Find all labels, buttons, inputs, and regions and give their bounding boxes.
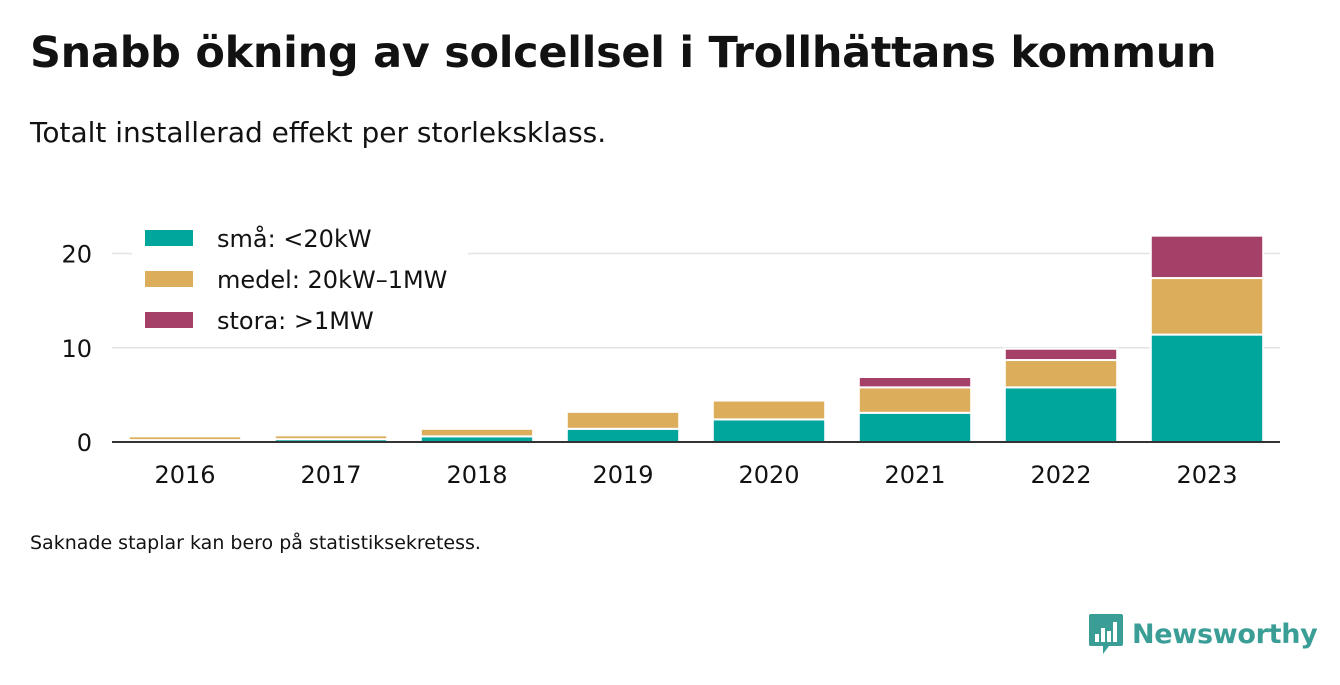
bar-segment — [1149, 333, 1265, 443]
x-tick-label: 2016 — [154, 461, 215, 489]
x-tick-label: 2018 — [446, 461, 507, 489]
brand-logo[interactable]: Newsworthy — [1088, 612, 1318, 656]
newsworthy-logo-icon — [1089, 614, 1123, 654]
legend: små: <20kW medel: 20kW–1MW stora: >1MW — [132, 218, 468, 346]
footnote: Saknade staplar kan bero på statistiksek… — [30, 532, 481, 554]
bar-segment — [711, 418, 827, 443]
y-tick-label: 10 — [61, 335, 92, 363]
x-axis-ticks: 2016 2017 2018 2019 2020 2021 2022 2023 — [154, 461, 1237, 489]
x-tick-label: 2021 — [884, 461, 945, 489]
bar-segment — [1149, 234, 1265, 280]
legend-label: små: <20kW — [217, 224, 372, 253]
bar-segment — [1003, 359, 1119, 389]
x-tick-label: 2023 — [1176, 461, 1237, 489]
bar-segment — [1149, 277, 1265, 336]
bar-segment — [273, 434, 389, 441]
x-tick-label: 2022 — [1030, 461, 1091, 489]
x-tick-label: 2019 — [592, 461, 653, 489]
x-tick-label: 2020 — [738, 461, 799, 489]
legend-swatch — [145, 312, 193, 328]
legend-swatch — [145, 230, 193, 246]
y-tick-label: 20 — [61, 241, 92, 269]
bar-segment — [711, 399, 827, 421]
bar-segment — [565, 427, 681, 444]
x-tick-label: 2017 — [300, 461, 361, 489]
bar-segment — [127, 435, 243, 442]
legend-swatch — [145, 271, 193, 287]
bar-segment — [565, 410, 681, 430]
bars — [127, 234, 1265, 444]
bar-segment — [857, 375, 973, 389]
legend-label: medel: 20kW–1MW — [217, 266, 447, 294]
chart-subtitle: Totalt installerad effekt per storlekskl… — [30, 116, 607, 149]
bar-segment — [1003, 386, 1119, 443]
bar-segment — [1003, 347, 1119, 362]
bar-segment — [419, 427, 535, 438]
y-axis-ticks: 0 10 20 — [61, 241, 92, 457]
y-tick-label: 0 — [77, 429, 92, 457]
brand-name: Newsworthy — [1132, 618, 1318, 650]
legend-label: stora: >1MW — [217, 307, 374, 335]
bar-segment — [857, 411, 973, 443]
chart-title: Snabb ökning av solcellsel i Trollhättan… — [30, 28, 1217, 78]
bar-segment — [857, 386, 973, 414]
